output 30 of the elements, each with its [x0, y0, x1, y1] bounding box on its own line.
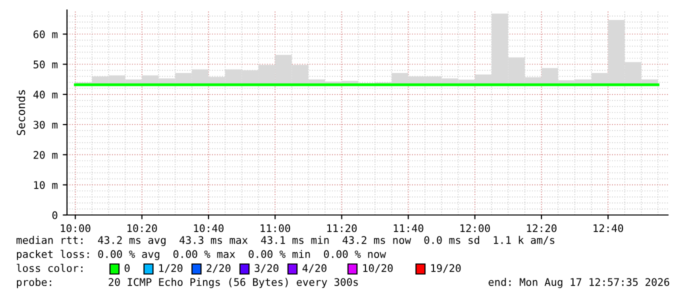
text: end: Mon Aug 17 12:57:35 2026: [488, 278, 670, 288]
y-tick-label: 50 m: [34, 60, 58, 68]
x-tick-label: 10:40: [194, 224, 224, 232]
x-tick-label: 12:20: [527, 224, 556, 232]
x-tick-label: 11:00: [260, 224, 290, 232]
x-tick-label: 11:40: [394, 224, 424, 232]
text: 20 ICMP Echo Pings (56 Bytes) every 300s: [108, 278, 358, 288]
y-tick-label: 30 m: [34, 120, 58, 129]
y-tick-label: 60 m: [34, 30, 58, 38]
x-tick-label: 10:20: [127, 224, 157, 232]
text: 10/20: [363, 264, 393, 273]
x-tick-label: 11:20: [327, 224, 357, 232]
text: packet loss: 0.00 % avg 0.00 % max 0.00 % min 0.00 % now: [16, 250, 386, 260]
text: 1/20: [159, 264, 182, 273]
text: median rtt: 43.2 ms avg 43.3 ms max 43.1 ms min 43.2 ms now 0.0 ms sd 1.1 k am/s: [16, 236, 554, 246]
y-axis-title: Seconds: [16, 90, 26, 136]
y-tick-label: 10 m: [34, 181, 58, 189]
text: 4/20: [302, 264, 326, 273]
y-tick-label: 20 m: [34, 150, 58, 159]
x-tick-label: 12:40: [594, 224, 624, 232]
y-tick-label: 0: [52, 211, 58, 220]
text: 0: [124, 264, 130, 272]
x-tick-label: 12:00: [460, 224, 490, 232]
x-tick-label: 10:00: [60, 224, 90, 232]
y-tick-label: 40 m: [33, 90, 58, 99]
text: loss color:: [16, 264, 82, 272]
text: probe:: [16, 278, 52, 288]
text: 3/20: [254, 264, 278, 273]
text: 2/20: [206, 264, 230, 273]
text: 19/20: [431, 264, 461, 273]
